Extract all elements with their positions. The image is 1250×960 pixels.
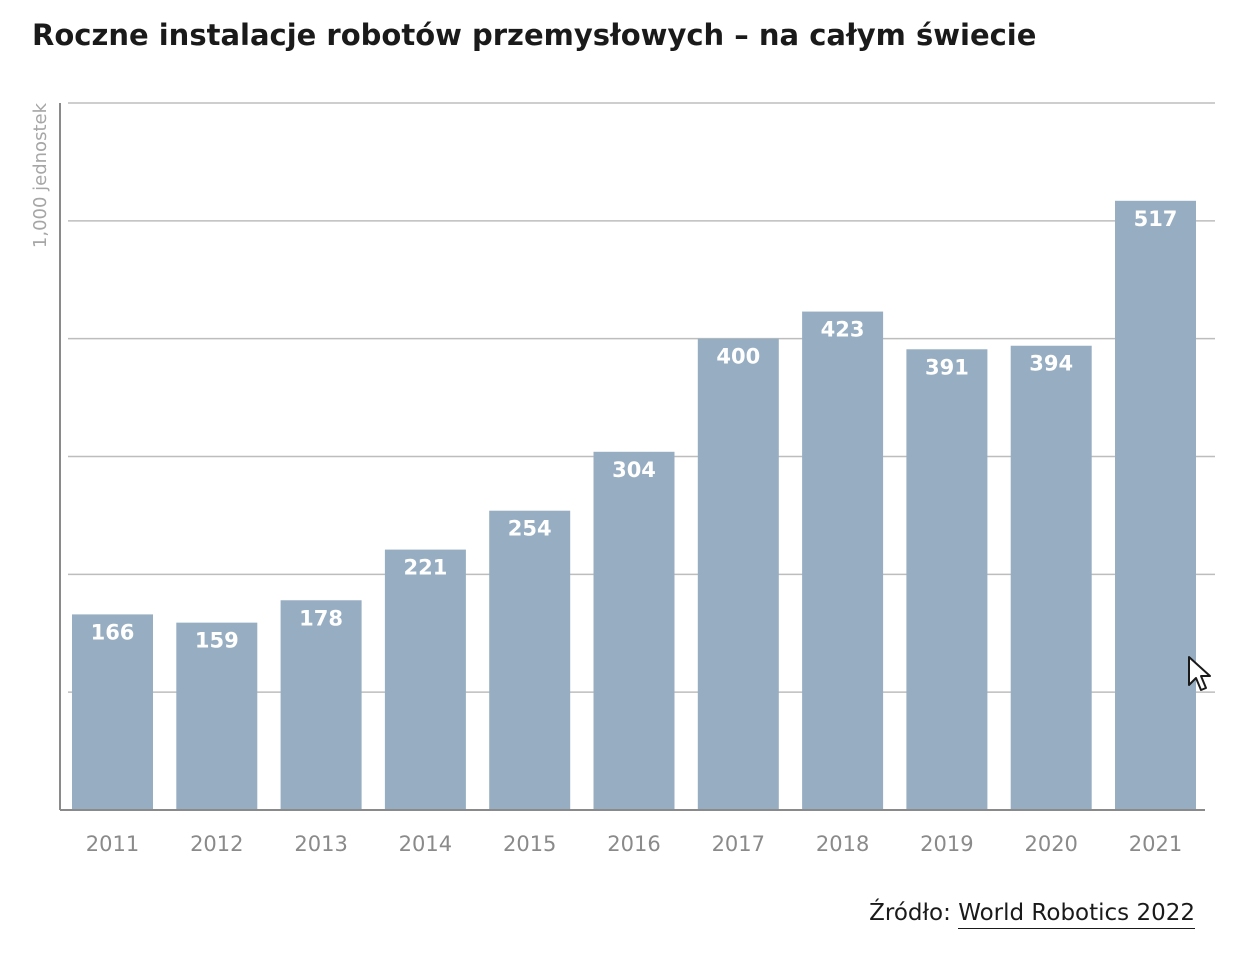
y-axis-label: 1,000 jednostek	[30, 102, 51, 248]
x-tick-label: 2012	[190, 832, 243, 856]
bar-value-label: 254	[508, 517, 552, 541]
bar-2011	[72, 614, 153, 810]
bar-2021	[1115, 200, 1196, 811]
bar-value-label: 391	[925, 355, 969, 379]
bar-2015	[489, 510, 571, 810]
bar-2019	[906, 349, 988, 810]
bar-2017	[697, 338, 779, 810]
bar-value-label: 159	[195, 629, 239, 653]
x-tick-label: 2015	[503, 832, 556, 856]
bar-2012	[176, 622, 258, 810]
bar-2013	[280, 600, 362, 810]
x-tick-label: 2011	[86, 832, 139, 856]
x-tick-label: 2021	[1129, 832, 1182, 856]
x-tick-label: 2016	[607, 832, 660, 856]
bar-2014	[384, 549, 466, 810]
bar-value-label: 517	[1134, 207, 1178, 231]
chart-title: Roczne instalacje robotów przemysłowych …	[32, 18, 1037, 52]
x-tick-label: 2020	[1024, 832, 1077, 856]
bar-value-label: 221	[403, 556, 447, 580]
bar-value-label: 178	[299, 606, 343, 630]
bar-2018	[802, 311, 884, 810]
bar-2020	[1010, 345, 1092, 810]
bar-chart: 166 159 178 221 254 304 400 423 391 394 517 2011 201…	[30, 102, 1215, 856]
source-link[interactable]: World Robotics 2022	[958, 900, 1195, 929]
mouse-pointer-icon	[1188, 656, 1211, 691]
bar-value-label: 400	[716, 345, 760, 369]
bar-value-label: 304	[612, 458, 656, 482]
x-tick-label: 2018	[816, 832, 869, 856]
bar-value-label: 423	[821, 318, 865, 342]
bar-value-label: 166	[91, 620, 135, 644]
x-tick-label: 2014	[399, 832, 452, 856]
bar-2016	[593, 451, 675, 810]
bar-value-label: 394	[1029, 352, 1073, 376]
x-tick-label: 2019	[920, 832, 973, 856]
x-tick-label: 2013	[294, 832, 347, 856]
source-prefix: Źródło:	[869, 900, 951, 926]
x-tick-label: 2017	[712, 832, 765, 856]
source-note: Źródło: World Robotics 2022	[869, 900, 1195, 929]
